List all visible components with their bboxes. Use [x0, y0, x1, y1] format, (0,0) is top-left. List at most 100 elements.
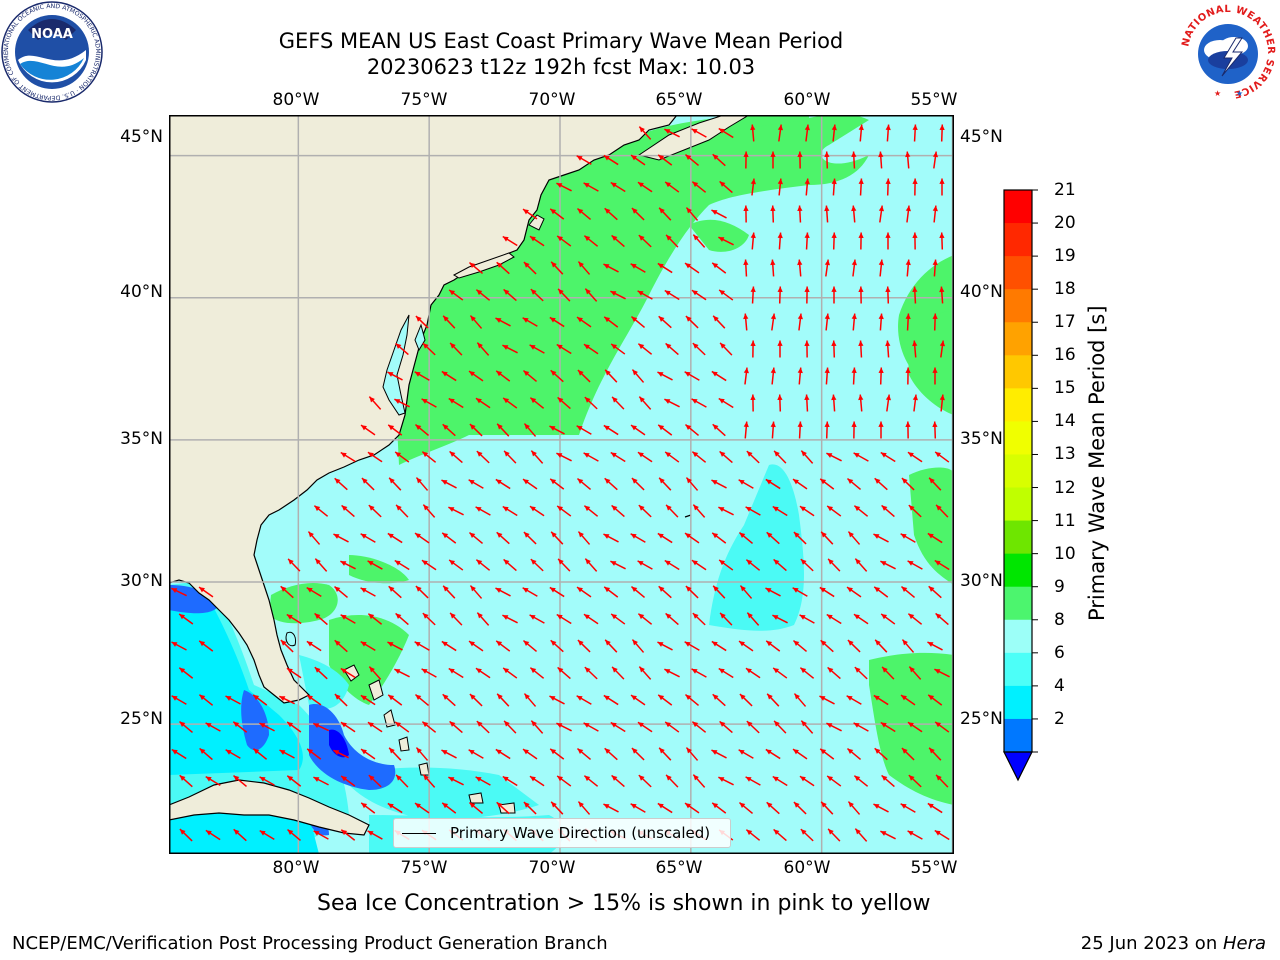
wave-direction-arrow — [556, 722, 572, 732]
wave-direction-arrow — [881, 504, 895, 518]
wave-direction-arrow — [360, 748, 376, 760]
wave-direction-arrow — [819, 478, 835, 490]
wave-direction-arrow — [939, 232, 945, 250]
noaa-logo: NATIONAL OCEANIC AND ATMOSPHERIC ADMINIS… — [0, 0, 104, 104]
wave-direction-arrow — [259, 722, 275, 732]
wave-direction-arrow — [792, 478, 808, 490]
wave-direction-arrow — [549, 586, 565, 598]
wave-direction-arrow — [611, 666, 625, 680]
wave-direction-arrow — [576, 155, 592, 165]
wave-direction-arrow — [556, 775, 572, 787]
wave-direction-arrow — [205, 829, 221, 841]
wave-direction-arrow — [549, 478, 565, 490]
wave-direction-arrow — [658, 315, 672, 329]
wave-direction-arrow — [826, 722, 842, 732]
wave-direction-arrow — [556, 235, 572, 247]
wave-direction-arrow — [414, 694, 430, 706]
wave-direction-arrow — [557, 666, 571, 680]
wave-direction-arrow — [711, 479, 727, 489]
wave-direction-arrow — [766, 801, 780, 815]
map-legend: Primary Wave Direction (unscaled) — [393, 818, 731, 848]
wave-direction-arrow — [468, 640, 484, 652]
wave-direction-arrow — [851, 367, 857, 385]
sea-ice-note: Sea Ice Concentration > 15% is shown in … — [317, 891, 931, 916]
bermuda — [684, 514, 692, 518]
wave-direction-arrow — [745, 559, 761, 571]
colorbar-tick-label: 10 — [1054, 543, 1076, 564]
map-title: GEFS MEAN US East Coast Primary Wave Mea… — [278, 29, 844, 53]
wave-direction-arrow — [415, 585, 429, 599]
wave-direction-arrow — [912, 340, 918, 358]
wave-direction-arrow — [576, 208, 592, 220]
wave-direction-arrow — [907, 560, 923, 570]
wave-direction-arrow — [777, 394, 783, 412]
wave-direction-arrow — [630, 424, 646, 436]
wave-direction-arrow — [388, 477, 402, 491]
wave-direction-arrow — [770, 313, 777, 331]
wave-direction-arrow — [603, 316, 619, 328]
wave-direction-arrow — [804, 340, 810, 358]
wave-direction-arrow — [912, 286, 918, 304]
wave-direction-arrow — [610, 560, 626, 570]
ocean-period-6-8 — [709, 464, 804, 631]
wave-direction-arrow — [468, 479, 484, 489]
lon-tick-top: 55°W — [910, 90, 958, 110]
wave-direction-arrow — [858, 178, 864, 196]
wave-direction-arrow — [287, 828, 301, 842]
wave-direction-arrow — [638, 396, 652, 410]
wave-direction-arrow — [853, 505, 869, 517]
wave-direction-arrow — [334, 693, 348, 707]
wave-direction-arrow — [719, 180, 733, 194]
wave-direction-arrow — [657, 802, 673, 814]
colorbar-tick-label: 9 — [1054, 576, 1065, 597]
wave-direction-arrow — [468, 370, 484, 382]
wave-direction-arrow — [711, 262, 727, 274]
wave-direction-arrow — [530, 720, 544, 734]
wave-direction-arrow — [468, 262, 484, 274]
wave-direction-arrow — [685, 207, 699, 221]
wave-direction-arrow — [750, 124, 756, 142]
wave-direction-arrow — [522, 748, 538, 760]
wave-direction-arrow — [556, 452, 572, 462]
wave-direction-arrow — [907, 613, 923, 625]
wave-direction-arrow — [631, 639, 645, 653]
lat-tick-right: 30°N — [960, 571, 1003, 591]
wave-direction-arrow — [496, 693, 510, 707]
wave-direction-arrow — [475, 289, 491, 301]
wave-direction-arrow — [360, 640, 376, 652]
wave-direction-arrow — [556, 182, 572, 192]
wave-direction-arrow — [664, 451, 680, 463]
wave-direction-arrow — [831, 178, 837, 196]
wave-direction-arrow — [549, 425, 565, 435]
wave-direction-arrow — [368, 504, 382, 518]
wave-direction-arrow — [205, 722, 221, 732]
colorbar-tick-label: 20 — [1054, 213, 1076, 234]
wave-direction-arrow — [530, 558, 544, 572]
wave-direction-arrow — [738, 479, 754, 489]
wave-direction-arrow — [476, 612, 490, 626]
wave-direction-arrow — [523, 531, 537, 545]
wave-direction-arrow — [577, 369, 591, 383]
wave-direction-arrow — [900, 803, 916, 813]
colorbar-frame — [1003, 189, 1033, 753]
wave-direction-arrow — [684, 371, 700, 381]
wave-direction-arrow — [550, 261, 564, 275]
legend-label: Primary Wave Direction (unscaled) — [450, 824, 711, 842]
wave-direction-arrow — [637, 343, 653, 355]
wave-direction-arrow — [360, 802, 376, 814]
wave-direction-arrow — [252, 694, 268, 706]
wave-direction-arrow — [314, 612, 328, 626]
wave-direction-arrow — [885, 286, 891, 304]
wave-direction-arrow — [907, 830, 923, 840]
wave-direction-arrow — [422, 612, 436, 626]
wave-direction-arrow — [414, 424, 430, 436]
wave-direction-arrow — [881, 774, 895, 788]
wave-direction-arrow — [900, 694, 916, 706]
wave-direction-arrow — [743, 421, 749, 439]
wave-direction-arrow — [495, 587, 511, 597]
wave-direction-arrow — [935, 612, 949, 626]
wave-direction-arrow — [530, 450, 544, 464]
wave-direction-arrow — [340, 614, 356, 624]
lon-tick-bottom: 75°W — [400, 858, 448, 878]
wave-direction-arrow — [313, 830, 329, 840]
